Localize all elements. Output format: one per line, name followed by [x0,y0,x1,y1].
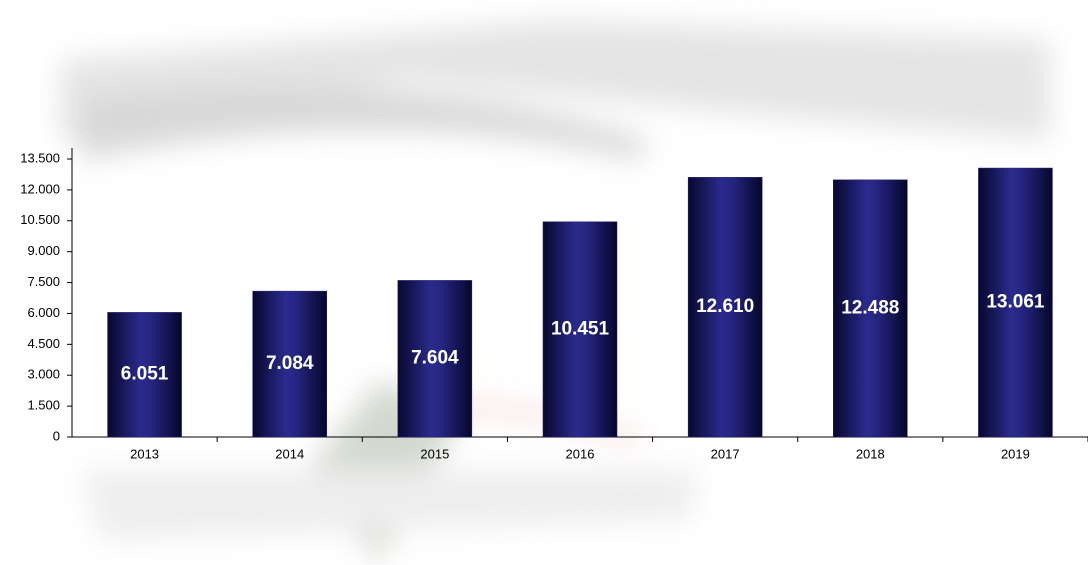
bar [542,221,618,438]
bar [252,290,327,438]
y-tick-label: 9.000 [27,243,60,258]
y-tick-label: 3.000 [27,367,60,382]
x-tick-label: 2015 [420,446,449,461]
x-tick-label: 2018 [856,446,885,461]
bar [833,179,908,438]
value-label: 7.604 [411,348,459,369]
x-tick-label: 2013 [130,446,159,461]
value-label: 7.084 [266,353,314,374]
background-photo [60,20,1050,560]
y-tick-label: 0 [53,428,60,443]
value-label: 12.488 [841,297,899,318]
bar [107,312,182,438]
x-tick-label: 2019 [1001,446,1030,461]
y-tick-label: 4.500 [27,336,60,351]
y-tick-label: 13.500 [20,150,60,165]
x-tick-label: 2017 [711,446,740,461]
bar [978,167,1053,438]
bar [397,280,473,438]
value-label: 6.051 [121,364,169,385]
y-tick-label: 10.500 [20,212,60,227]
x-tick-label: 2014 [275,446,304,461]
value-label: 10.451 [551,318,610,339]
bar [687,177,763,438]
value-label: 12.610 [696,296,754,317]
y-tick-label: 1.500 [27,398,60,413]
y-tick-label: 6.000 [27,305,60,320]
y-tick-label: 12.000 [20,181,60,196]
value-label: 13.061 [986,292,1045,313]
y-tick-label: 7.500 [27,274,60,289]
x-tick-label: 2016 [566,446,595,461]
